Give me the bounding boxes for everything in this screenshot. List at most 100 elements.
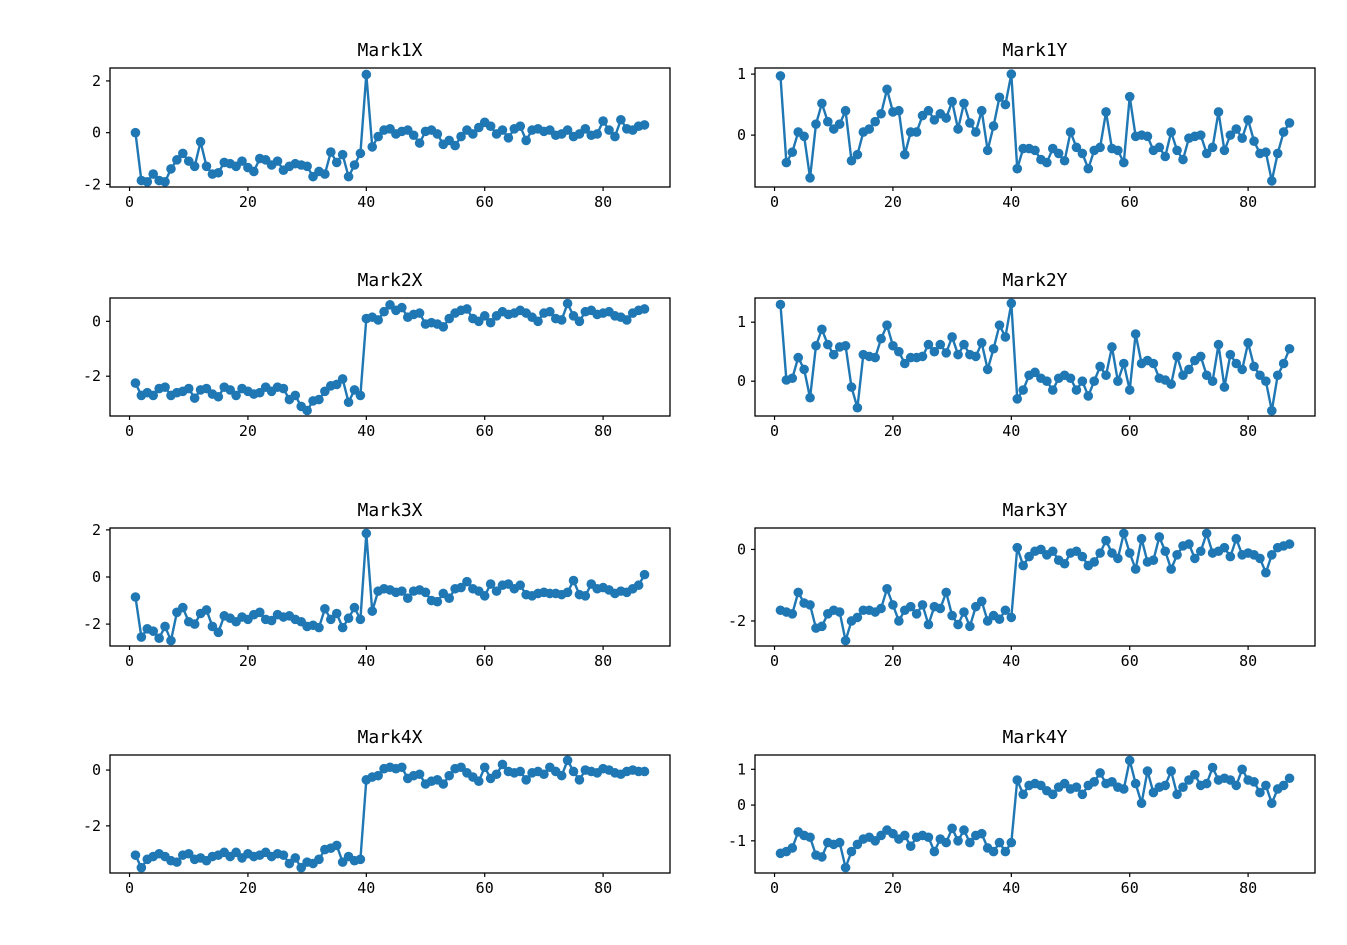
data-point <box>817 98 827 109</box>
x-tick-label: 60 <box>476 652 494 670</box>
data-point <box>1065 373 1076 384</box>
data-point <box>775 71 786 81</box>
data-point <box>1284 773 1295 784</box>
x-tick-label: 60 <box>1121 422 1139 440</box>
data-point <box>775 299 786 310</box>
data-point <box>917 600 928 610</box>
axes-frame <box>109 297 671 417</box>
x-tick-label: 0 <box>125 422 134 440</box>
x-tick-label: 60 <box>476 879 494 897</box>
data-point <box>343 171 354 182</box>
data-point <box>1284 343 1295 354</box>
data-point <box>1095 142 1105 153</box>
data-point <box>1130 778 1141 789</box>
data-point <box>1059 155 1070 166</box>
data-point <box>355 148 366 159</box>
data-point <box>1042 157 1052 168</box>
data-point <box>1118 784 1129 794</box>
data-point <box>1142 766 1153 776</box>
series-line <box>779 72 1291 183</box>
data-point <box>562 298 573 309</box>
data-point <box>568 766 579 777</box>
data-point <box>326 614 336 625</box>
data-point <box>639 569 650 580</box>
data-point <box>420 587 431 598</box>
data-point <box>1261 147 1271 158</box>
data-point <box>965 837 975 848</box>
data-point <box>941 837 952 848</box>
y-tick-label: 1 <box>737 313 746 331</box>
x-tick-label: 0 <box>125 652 134 670</box>
axes-frame <box>754 527 1316 647</box>
data-point <box>1006 298 1017 309</box>
data-point <box>639 120 650 130</box>
axes-frame <box>109 527 671 647</box>
data-point <box>1249 361 1259 372</box>
data-point <box>438 779 449 789</box>
data-point <box>876 333 886 344</box>
data-point <box>882 84 892 95</box>
plot-title-mark3x: Mark3X <box>357 500 423 521</box>
data-point <box>1261 567 1271 578</box>
data-point <box>432 129 443 139</box>
data-point <box>178 602 188 613</box>
series-line <box>780 759 1291 869</box>
data-point <box>1160 151 1171 162</box>
data-point <box>846 846 857 857</box>
data-point <box>414 138 425 148</box>
data-point <box>621 315 632 325</box>
data-point <box>1231 780 1242 791</box>
y-tick-label: 2 <box>92 521 101 539</box>
plot-title-mark3y: Mark3Y <box>1002 500 1068 521</box>
data-point <box>1207 762 1218 773</box>
data-point <box>343 613 354 624</box>
data-point <box>1083 391 1094 401</box>
data-point <box>947 332 957 342</box>
data-point <box>840 862 851 873</box>
data-point <box>166 164 176 174</box>
x-tick-label: 40 <box>1002 422 1020 440</box>
data-point <box>302 161 312 172</box>
data-point <box>1071 385 1082 395</box>
data-point <box>1000 99 1011 110</box>
subplot-mark1y: Mark1Y 0 20 40 60 80 0 1 <box>673 0 1347 236</box>
x-tick-label: 20 <box>239 193 257 211</box>
data-point <box>148 390 159 401</box>
data-point <box>361 69 372 80</box>
data-point <box>1166 127 1176 137</box>
data-point <box>840 635 851 646</box>
plot-title-mark4x: Mark4X <box>357 727 423 748</box>
data-point <box>183 383 194 394</box>
data-point <box>462 576 472 587</box>
data-point <box>840 105 851 116</box>
data-point <box>799 364 809 375</box>
data-point <box>1172 145 1182 156</box>
data-point <box>361 528 372 539</box>
data-point <box>929 846 940 857</box>
data-point <box>1142 131 1153 142</box>
data-point <box>1113 376 1123 386</box>
data-point <box>639 766 650 777</box>
data-point <box>846 382 857 392</box>
data-point <box>521 775 531 785</box>
x-tick-label: 80 <box>594 422 612 440</box>
series-mark2x <box>130 298 650 416</box>
y-tick-label: -2 <box>83 367 101 385</box>
data-point <box>817 852 827 862</box>
data-point <box>911 127 922 137</box>
data-point <box>1249 777 1259 787</box>
data-point <box>923 832 934 843</box>
data-point <box>314 854 324 865</box>
data-point <box>574 775 585 785</box>
data-point <box>580 591 591 601</box>
data-point <box>899 149 910 160</box>
data-point <box>337 374 348 384</box>
data-point <box>1107 342 1117 352</box>
plot-title-mark2x: Mark2X <box>357 270 423 291</box>
data-point <box>130 127 141 138</box>
data-point <box>462 304 472 314</box>
x-tick-label: 80 <box>1239 422 1257 440</box>
x-tick-label: 40 <box>357 879 375 897</box>
x-tick-label: 0 <box>770 879 779 897</box>
data-point <box>988 121 999 131</box>
